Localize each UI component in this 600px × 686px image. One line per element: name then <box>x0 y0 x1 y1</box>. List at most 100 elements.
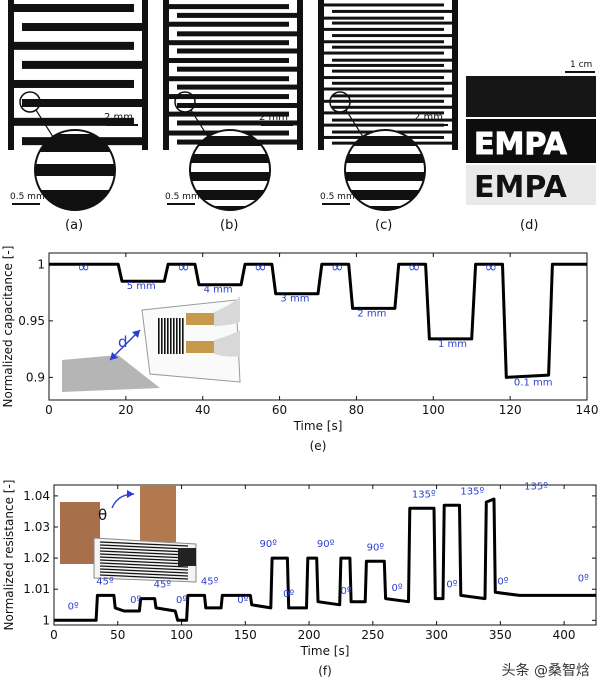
x-tick-label: 200 <box>298 628 321 642</box>
zoom-circle <box>189 129 271 211</box>
electrode-finger <box>177 120 297 126</box>
zoom-content <box>345 130 425 210</box>
scale-bar <box>106 124 138 126</box>
empa-photo-light <box>466 165 596 205</box>
step-annotation: 0º <box>446 580 457 591</box>
zoom-finger <box>35 190 115 210</box>
electrode-finger <box>332 58 452 62</box>
inset-electrode-line <box>99 553 189 559</box>
electrode-finger <box>324 51 444 55</box>
inset-electrode-line <box>99 562 189 568</box>
zoom-marker <box>329 91 351 113</box>
x-tick-label: 80 <box>349 403 364 417</box>
y-tick-label: 1 <box>37 257 45 271</box>
step-annotation: 45º <box>96 577 114 588</box>
zoom-finger <box>190 172 270 181</box>
electrode-finger <box>324 99 444 103</box>
inset-electrode-line <box>99 571 189 577</box>
electrode-finger <box>332 21 452 25</box>
step-annotation: ∞ <box>177 258 190 276</box>
electrode-finger <box>324 40 444 44</box>
plot-frame <box>53 484 597 626</box>
inset-distance-label: d <box>118 333 128 351</box>
x-tick-label: 0 <box>50 628 58 642</box>
inset-clip-top <box>186 313 214 325</box>
electrode-finger <box>169 94 289 100</box>
step-annotation: 0º <box>392 583 403 594</box>
step-annotation: 45º <box>201 577 219 588</box>
panel-label-c: (c) <box>375 218 392 233</box>
step-annotation: 1 mm <box>438 339 467 350</box>
x-axis-label: Time [s] <box>300 644 350 658</box>
electrode-photo-c: 2 mm 0.5 mm (c) <box>318 0 458 233</box>
step-annotation: ∞ <box>485 258 498 276</box>
x-tick-label: 100 <box>170 628 193 642</box>
scale-bar <box>261 124 293 126</box>
x-tick-label: 50 <box>110 628 125 642</box>
inset-electrode-line <box>99 541 189 547</box>
step-annotation: 45º <box>154 580 172 591</box>
scale-label: 2 mm <box>414 112 443 123</box>
inset-electrode-line <box>99 550 189 556</box>
inset-finger <box>214 330 240 357</box>
inset-connector <box>178 548 196 566</box>
electrode-finger <box>324 16 444 20</box>
x-tick-label: 60 <box>272 403 287 417</box>
inset-electrode-line <box>158 318 160 354</box>
x-tick-label: 20 <box>118 403 133 417</box>
electrode-finger <box>22 23 142 32</box>
comb-left-bus <box>163 0 169 150</box>
inset-wood-block-right <box>140 486 176 542</box>
x-tick-label: 0 <box>45 403 53 417</box>
zoom-finger <box>35 134 115 152</box>
step-annotation: 0º <box>341 586 352 597</box>
empa-word-light: EMPA <box>474 127 568 162</box>
y-axis-label: Normalized capacitance [-] <box>1 246 15 408</box>
electrode-photo-a: 2 mm 0.5 mm (a) <box>8 0 148 233</box>
zoom-finger <box>190 154 270 163</box>
y-tick-label: 1.01 <box>23 582 50 596</box>
step-annotation: 0.1 mm <box>514 377 553 388</box>
inset-electrode-line <box>170 318 172 354</box>
zoom-circle <box>344 129 426 211</box>
comb-right-bus <box>142 0 148 150</box>
inset-electrode-line <box>99 544 189 550</box>
electrode-finger <box>169 40 289 46</box>
electrode-finger <box>324 111 444 115</box>
step-annotation: ∞ <box>254 258 267 276</box>
zoom-scale-bar <box>167 203 195 205</box>
x-tick-label: 250 <box>361 628 384 642</box>
panel-label-f: (f) <box>318 664 332 678</box>
inset-electrode-line <box>161 318 163 354</box>
inset-clip-bottom <box>186 341 214 353</box>
electrode-finger <box>324 63 444 67</box>
step-annotation: 4 mm <box>204 285 233 296</box>
chart-f: θ 0 50 100 150 200 250 300 350 400 1 1.01 1.02 1.03 1.… <box>2 480 597 678</box>
inset-photo-e: d <box>62 296 241 392</box>
electrode-finger <box>332 45 452 49</box>
electrode-finger <box>332 105 452 109</box>
step-annotation: 2 mm <box>357 308 386 319</box>
inset-metal-plate <box>62 355 160 392</box>
y-tick-label: 1.03 <box>23 520 50 534</box>
zoom-finger <box>35 164 115 176</box>
zoom-scale-label: 0.5 mm <box>10 192 45 202</box>
step-annotation: 90º <box>317 539 335 550</box>
empa-photo-dark <box>466 76 596 117</box>
electrode-finger <box>14 117 134 126</box>
step-annotation: 135º <box>460 486 484 497</box>
watermark-text: 头条 @桑智焓 <box>501 663 590 679</box>
y-tick-label: 0.95 <box>18 314 45 328</box>
electrode-finger <box>324 123 444 127</box>
electrode-finger <box>332 69 452 73</box>
electrode-finger <box>169 57 289 63</box>
zoom-finger <box>190 136 270 146</box>
step-annotation: 3 mm <box>280 294 309 305</box>
electrode-finger <box>169 21 289 27</box>
inset-angle-arrow <box>111 493 135 509</box>
scale-label: 2 mm <box>259 112 288 123</box>
x-tick-label: 400 <box>553 628 576 642</box>
zoom-scale-bar <box>322 203 350 205</box>
y-axis-label: Normalized resistance [-] <box>2 480 16 631</box>
step-annotation: 90º <box>260 539 278 550</box>
